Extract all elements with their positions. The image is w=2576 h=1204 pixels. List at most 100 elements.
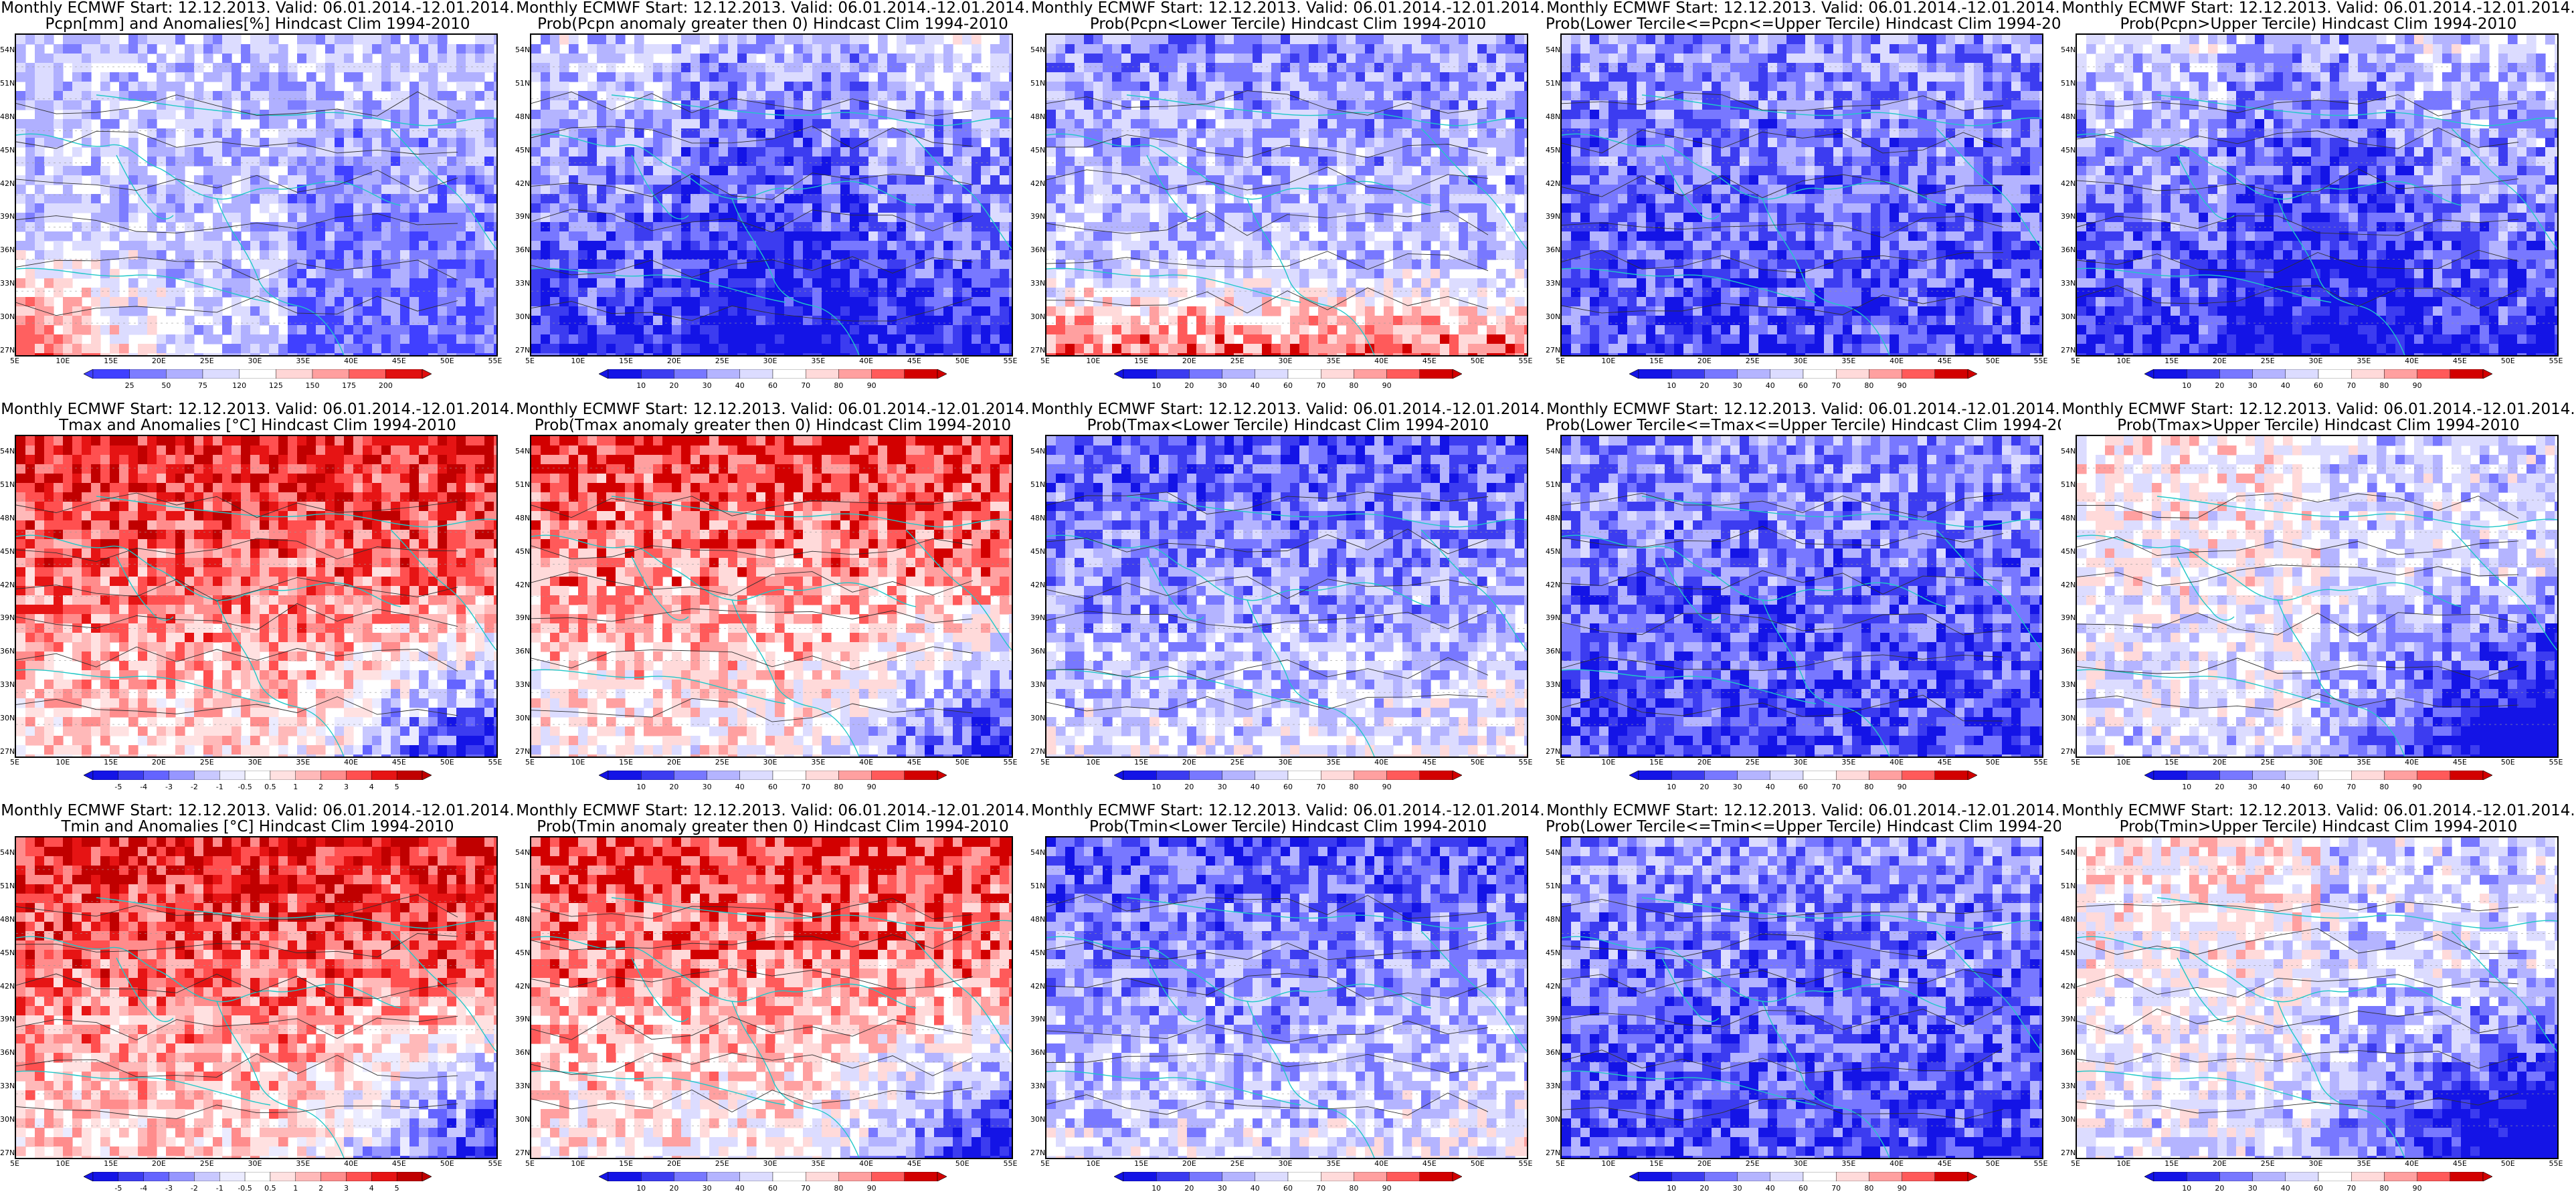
colorbar-swatch (1354, 771, 1387, 780)
colorbar-swatch (371, 1172, 397, 1181)
colorbar-swatch (1737, 369, 1771, 379)
lon-tick-label: 15E (2165, 1159, 2179, 1168)
colorbar-swatch (707, 1172, 741, 1181)
lat-tick-label: 48N (0, 915, 15, 924)
colorbar-max-arrow (937, 1172, 947, 1181)
colorbar-swatch (1803, 771, 1837, 780)
lat-tick-label: 48N (1546, 514, 1560, 522)
map-plot (1560, 435, 2043, 758)
colorbar-tick-label: 80 (2379, 1184, 2389, 1193)
colorbar-tick-label: 40 (2281, 381, 2290, 390)
colorbar-tick-label: 10 (636, 1184, 646, 1193)
colorbar-swatch (118, 1172, 144, 1181)
colorbar-swatch (2153, 1172, 2187, 1181)
colorbar-swatch (1222, 369, 1256, 379)
colorbar-swatch (1255, 1172, 1289, 1181)
colorbar-tick-label: -0.5 (238, 783, 252, 791)
map-panel-pcpn-upper: Monthly ECMWF Start: 12.12.2013. Valid: … (2061, 0, 2576, 401)
colorbar-swatch (312, 369, 349, 379)
lon-tick-label: 10E (2116, 758, 2130, 767)
panel-title-line1: Monthly ECMWF Start: 12.12.2013. Valid: … (0, 401, 515, 417)
lon-tick-label: 50E (955, 357, 970, 365)
lat-tick-label: 48N (0, 514, 15, 522)
lat-tick-label: 30N (1030, 714, 1045, 722)
colorbar-tick-label: 40 (1766, 1184, 1775, 1193)
lat-tick-label: 33N (0, 279, 15, 288)
lat-tick-label: 42N (2061, 179, 2076, 188)
lon-tick-label: 20E (152, 357, 166, 365)
colorbar-tick-label: 30 (1733, 381, 1742, 390)
lat-tick-label: 33N (2061, 680, 2076, 689)
lon-tick-label: 35E (2357, 758, 2371, 767)
colorbar-min-arrow (1114, 369, 1124, 379)
colorbar-tick-label: 70 (1316, 381, 1325, 390)
lon-tick-label: 5E (10, 758, 19, 767)
lat-tick-label: 45N (1546, 948, 1560, 957)
colorbar-tick-label: -1 (216, 783, 223, 791)
shaded-field (1046, 436, 1527, 757)
colorbar-tick-label: 10 (636, 381, 646, 390)
colorbar-tick-label: 40 (1766, 381, 1775, 390)
lon-tick-label: 40E (1374, 357, 1388, 365)
lat-tick-label: 48N (0, 112, 15, 121)
colorbar-swatch (1902, 369, 1936, 379)
colorbar (1629, 771, 1977, 780)
lon-tick-label: 30E (2309, 758, 2323, 767)
lat-tick-label: 30N (515, 312, 530, 321)
lat-tick-label: 39N (515, 613, 530, 622)
colorbar-swatch (169, 1172, 195, 1181)
colorbar-tick-label: -4 (140, 783, 147, 791)
colorbar-swatch (219, 1172, 246, 1181)
lat-tick-label: 45N (515, 948, 530, 957)
colorbar-swatch (129, 369, 167, 379)
colorbar-tick-label: 2 (318, 1184, 323, 1193)
colorbar-min-arrow (2144, 369, 2154, 379)
colorbar-tick-label: 70 (1831, 1184, 1841, 1193)
lat-tick-label: 48N (1030, 915, 1045, 924)
colorbar-tick-label: 75 (198, 381, 207, 390)
panel-title-line1: Monthly ECMWF Start: 12.12.2013. Valid: … (1546, 0, 2061, 16)
map-panel-tmax-anom: Monthly ECMWF Start: 12.12.2013. Valid: … (0, 401, 515, 803)
lon-tick-label: 55E (1004, 758, 1018, 767)
colorbar-swatch (1222, 771, 1256, 780)
lat-tick-label: 54N (515, 848, 530, 857)
lat-tick-label: 27N (0, 346, 15, 355)
lat-tick-label: 39N (1030, 212, 1045, 221)
colorbar-swatch (1704, 771, 1738, 780)
colorbar-swatch (674, 369, 707, 379)
lon-tick-label: 55E (1004, 357, 1018, 365)
colorbar-swatch (739, 1172, 773, 1181)
colorbar-swatch (1704, 1172, 1738, 1181)
lon-tick-label: 55E (1519, 758, 1533, 767)
lat-tick-label: 33N (1546, 680, 1560, 689)
lon-tick-label: 45E (392, 758, 406, 767)
lon-tick-label: 35E (296, 1159, 310, 1168)
lon-tick-label: 45E (907, 758, 921, 767)
lat-tick-label: 54N (1030, 45, 1045, 54)
panel-title-line2: Prob(Pcpn anomaly greater then 0) Hindca… (515, 16, 1030, 32)
colorbar-swatch (1902, 1172, 1936, 1181)
lat-tick-label: 39N (1030, 1015, 1045, 1023)
colorbar-swatch (219, 771, 246, 780)
lon-tick-label: 15E (1134, 357, 1148, 365)
lon-tick-label: 15E (1134, 1159, 1148, 1168)
panel-title-line2: Prob(Tmin<Lower Tercile) Hindcast Clim 1… (1030, 819, 1546, 835)
panel-title-line2: Prob(Tmin>Upper Tercile) Hindcast Clim 1… (2061, 819, 2576, 835)
lat-tick-label: 48N (2061, 112, 2076, 121)
lat-tick-label: 33N (1546, 279, 1560, 288)
colorbar-swatch (194, 771, 220, 780)
lat-tick-label: 42N (1546, 982, 1560, 991)
colorbar-swatch (143, 1172, 169, 1181)
colorbar-swatch (320, 1172, 347, 1181)
lon-tick-label: 15E (1649, 1159, 1663, 1168)
lat-tick-label: 30N (2061, 312, 2076, 321)
lat-tick-label: 39N (0, 212, 15, 221)
lat-tick-label: 27N (515, 747, 530, 756)
lon-tick-label: 45E (2453, 758, 2467, 767)
panel-title-line2: Prob(Tmax anomaly greater then 0) Hindca… (515, 417, 1030, 433)
colorbar-min-arrow (84, 1172, 94, 1181)
shaded-field (531, 837, 1012, 1158)
lat-tick-label: 54N (1030, 848, 1045, 857)
lat-tick-label: 45N (1030, 146, 1045, 155)
